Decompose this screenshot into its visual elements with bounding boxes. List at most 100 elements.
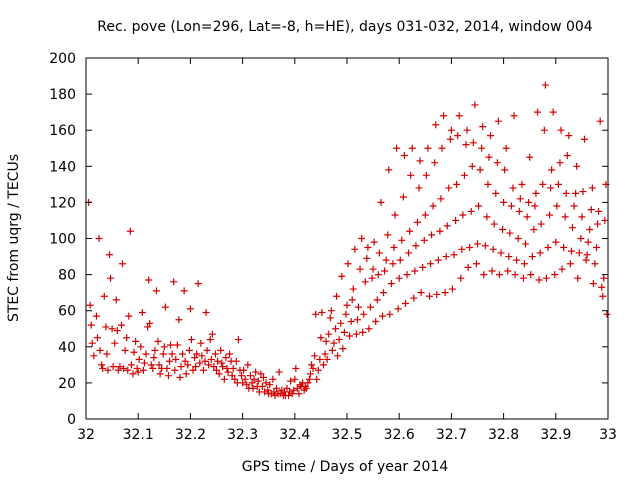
data-point xyxy=(273,384,281,392)
data-point xyxy=(217,346,225,354)
data-point xyxy=(360,310,368,318)
data-point xyxy=(332,325,340,333)
data-point xyxy=(484,180,492,188)
data-point xyxy=(123,334,131,342)
data-point xyxy=(343,301,351,309)
data-point xyxy=(164,372,172,380)
data-point xyxy=(215,370,223,378)
data-point xyxy=(241,375,249,383)
data-point xyxy=(481,242,489,250)
data-point xyxy=(416,157,424,165)
data-point xyxy=(109,363,117,371)
data-point xyxy=(587,206,595,214)
data-point xyxy=(213,366,220,374)
data-point xyxy=(505,253,513,261)
data-point xyxy=(152,287,160,295)
data-point xyxy=(532,189,540,197)
data-point xyxy=(317,334,325,342)
data-point xyxy=(138,309,146,317)
data-point xyxy=(337,319,345,327)
data-point xyxy=(124,366,132,374)
y-axis-label: STEC from uqrg / TECUs xyxy=(6,154,22,322)
data-point xyxy=(464,263,472,271)
data-point xyxy=(340,328,348,336)
data-point xyxy=(479,123,487,131)
data-point xyxy=(527,271,535,279)
data-point xyxy=(458,245,466,253)
data-point xyxy=(548,166,556,174)
data-point xyxy=(454,132,462,140)
data-point xyxy=(385,166,393,174)
data-point xyxy=(412,242,420,250)
data-point xyxy=(591,260,599,268)
data-point xyxy=(339,345,347,353)
data-point xyxy=(346,332,354,340)
data-point xyxy=(113,327,121,335)
data-point xyxy=(191,354,199,362)
data-point xyxy=(163,364,171,372)
data-point xyxy=(562,189,570,197)
data-point xyxy=(447,126,455,134)
data-point xyxy=(387,280,395,288)
data-point xyxy=(246,372,254,380)
data-point xyxy=(86,301,94,309)
data-point xyxy=(108,325,116,333)
data-point xyxy=(275,368,283,376)
x-tick-label: 32.2 xyxy=(175,427,206,443)
data-point xyxy=(547,184,555,192)
data-point xyxy=(463,126,471,134)
data-point xyxy=(575,249,583,257)
data-point xyxy=(569,224,577,232)
data-point xyxy=(572,189,580,197)
data-point xyxy=(248,379,256,387)
data-point xyxy=(577,235,585,242)
data-point xyxy=(452,216,460,224)
data-point xyxy=(308,361,316,369)
data-point xyxy=(305,375,313,383)
data-point xyxy=(549,108,557,116)
data-point xyxy=(467,207,475,215)
data-point xyxy=(166,357,174,365)
data-point xyxy=(445,184,453,192)
data-point xyxy=(422,171,430,179)
data-point xyxy=(295,390,303,398)
data-point xyxy=(368,274,376,282)
x-tick-label: 32.7 xyxy=(436,427,467,443)
data-point xyxy=(556,159,564,167)
data-point xyxy=(181,357,189,365)
x-tick-label: 32.8 xyxy=(488,427,519,443)
data-point xyxy=(433,290,441,298)
data-point xyxy=(518,180,526,188)
data-point xyxy=(499,225,507,233)
data-point xyxy=(342,310,350,318)
chart-title: Rec. pove (Lon=296, Lat=-8, h=HE), days … xyxy=(97,19,593,35)
data-point xyxy=(429,202,437,210)
data-point xyxy=(238,372,246,380)
data-point xyxy=(526,153,534,161)
data-point xyxy=(506,229,514,237)
data-point xyxy=(534,108,542,116)
data-point xyxy=(150,354,158,362)
data-point xyxy=(179,350,187,358)
data-point xyxy=(365,325,373,333)
data-point xyxy=(442,253,450,261)
data-point xyxy=(187,336,195,344)
data-point xyxy=(330,339,338,347)
data-point xyxy=(125,312,133,320)
data-point xyxy=(489,245,497,253)
data-point xyxy=(457,274,465,282)
data-point xyxy=(290,386,298,394)
data-point xyxy=(219,363,227,371)
data-point xyxy=(542,274,550,282)
data-point xyxy=(522,240,530,248)
data-point xyxy=(408,144,416,152)
data-point xyxy=(552,238,560,246)
data-point xyxy=(584,238,592,246)
data-point xyxy=(291,375,299,383)
data-point xyxy=(197,339,205,347)
data-point xyxy=(120,364,128,372)
data-point xyxy=(100,292,108,300)
data-point xyxy=(111,339,119,347)
data-point xyxy=(359,328,367,336)
data-point xyxy=(366,303,374,311)
